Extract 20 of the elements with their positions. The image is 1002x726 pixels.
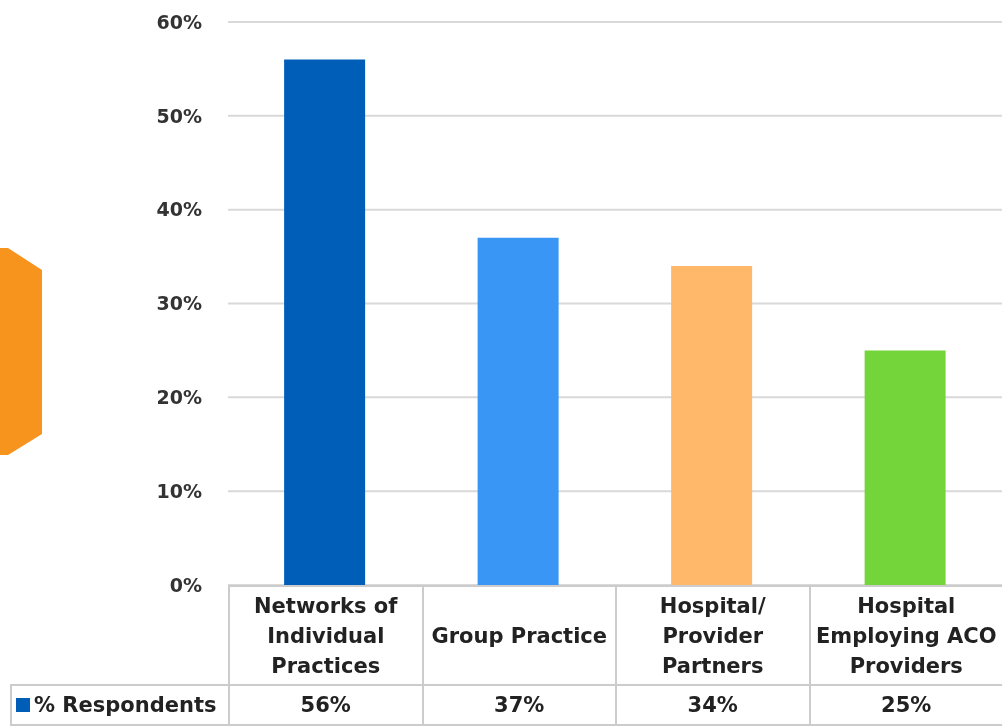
text: 56%	[300, 693, 351, 717]
y-tick-label: 30%	[156, 292, 202, 315]
text: 37%	[494, 693, 545, 717]
text: 25%	[881, 693, 932, 717]
bar	[671, 265, 753, 585]
bar	[864, 350, 946, 585]
y-tick-label: 20%	[156, 386, 202, 409]
x-tick-label: Hospital/ Provider Partners	[615, 585, 809, 684]
y-tick-label: 0%	[169, 573, 202, 596]
y-tick-label: 60%	[156, 10, 202, 33]
text: 34%	[687, 693, 738, 717]
y-tick-label: 10%	[156, 479, 202, 502]
x-tick-label: Hospital Employing ACO Providers	[808, 585, 1002, 684]
bar	[284, 59, 366, 585]
bar	[477, 237, 559, 585]
y-tick-label: 40%	[156, 198, 202, 221]
x-tick-label: Group Practice	[421, 585, 615, 684]
y-tick-label: 50%	[156, 104, 202, 127]
legend-label: % Respondents	[34, 693, 217, 717]
x-tick-label: Networks of Individual Practices	[228, 585, 422, 684]
